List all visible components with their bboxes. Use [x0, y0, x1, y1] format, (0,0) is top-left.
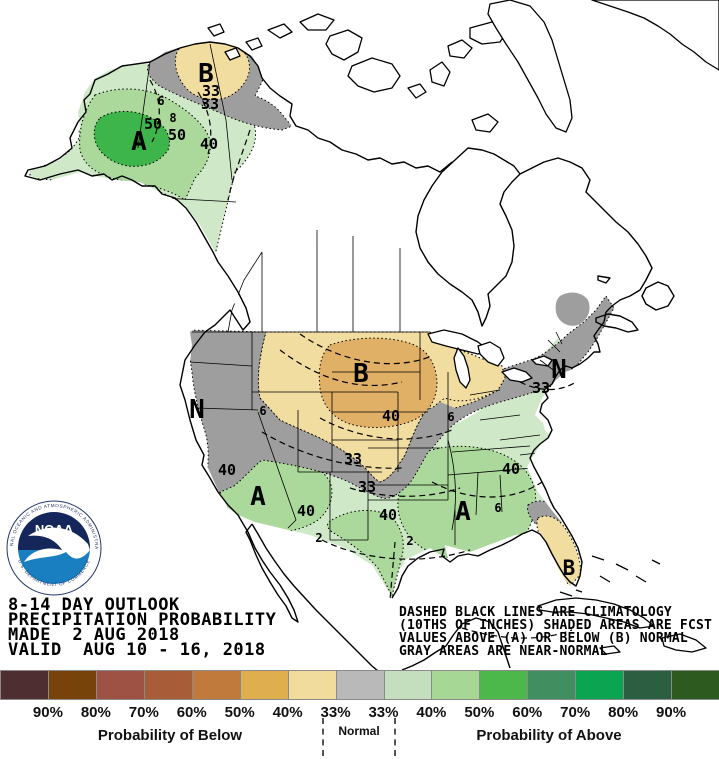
- normal-caption: Normal: [338, 724, 380, 738]
- state-borders: [137, 43, 563, 545]
- legend-threshold-label: 33%: [320, 704, 351, 721]
- arctic-islands: [207, 0, 719, 133]
- caribbean-islands: [537, 555, 707, 655]
- coastlines: [24, 41, 675, 670]
- legend-threshold-label: 60%: [512, 704, 543, 721]
- legend-threshold-label: 33%: [368, 704, 399, 721]
- legend-swatch-9: [431, 670, 481, 700]
- map-label-6: 6: [447, 410, 454, 424]
- map-label-6: 6: [259, 404, 266, 418]
- map-label-33: 33: [344, 450, 362, 468]
- legend-swatch-13: [623, 670, 673, 700]
- greenland: [591, 0, 719, 71]
- map-label-B: B: [353, 359, 369, 389]
- legend-swatch-5: [239, 670, 289, 700]
- legend-swatch-11: [527, 670, 577, 700]
- map-label-33: 33: [358, 478, 376, 496]
- region-below-plains-40: [318, 337, 438, 428]
- note-line2: (10THS OF INCHES) SHADED AREAS ARE FCST: [399, 618, 713, 633]
- legend-threshold-label: 40%: [272, 704, 303, 721]
- note-line3: VALUES ABOVE (A) OR BELOW (B) NORMAL: [399, 631, 688, 646]
- legend-swatch-7: [335, 670, 385, 700]
- legend-swatch-12: [575, 670, 625, 700]
- normal-right-divider: [394, 718, 396, 756]
- legend-threshold-label: 80%: [80, 704, 111, 721]
- map-label-33: 33: [202, 82, 220, 100]
- normal-left-divider: [322, 718, 324, 756]
- map-label-40: 40: [200, 135, 218, 153]
- map-label-40: 40: [297, 502, 315, 520]
- legend-threshold-label: 50%: [464, 704, 495, 721]
- region-below-florida: [536, 515, 581, 587]
- climatology-contours: [149, 79, 577, 639]
- map-label-B: B: [198, 59, 214, 89]
- map-label-33: 33: [201, 95, 219, 113]
- title-line4: VALID AUG 10 - 16, 2018: [8, 640, 266, 660]
- legend-swatch-3: [143, 670, 193, 700]
- legend-swatch-14: [671, 670, 719, 700]
- legend-threshold-label: 70%: [128, 704, 159, 721]
- noaa-logo-text: NOAA: [35, 522, 74, 537]
- great-lakes: [427, 329, 553, 389]
- noaa-logo: NOAA NATIONAL OCEANIC AND ATMOSPHERIC AD…: [6, 500, 102, 596]
- legend-threshold-label: 80%: [608, 704, 639, 721]
- map-label-A: A: [250, 482, 266, 512]
- map-label-2: 2: [406, 534, 413, 548]
- map-label-50: 50: [144, 115, 162, 133]
- map-label-N: N: [189, 395, 205, 425]
- note-line4: GRAY AREAS ARE NEAR-NORMAL: [399, 644, 608, 659]
- map-label-40: 40: [379, 506, 397, 524]
- map-label-40: 40: [382, 407, 400, 425]
- map-label-6: 6: [494, 501, 501, 515]
- map-label-6: 6: [157, 94, 164, 108]
- legend-swatch-10: [479, 670, 529, 700]
- legend-swatch-1: [47, 670, 97, 700]
- title-line3: MADE 2 AUG 2018: [8, 625, 180, 645]
- region-near-normal-maritimes: [555, 292, 590, 326]
- legend-swatch-0: [0, 670, 49, 700]
- map-label-40: 40: [218, 461, 236, 479]
- above-caption: Probability of Above: [476, 727, 622, 744]
- note-block: DASHED BLACK LINES ARE CLIMATOLOGY (10TH…: [399, 606, 712, 658]
- probability-colorbar: [0, 670, 719, 700]
- region-above-southwest-40: [219, 453, 333, 533]
- map-label-A: A: [131, 127, 147, 157]
- map-label-N: N: [551, 355, 567, 385]
- title-block: 8-14 DAY OUTLOOK PRECIPITATION PROBABILI…: [8, 595, 277, 660]
- title-line2: PRECIPITATION PROBABILITY: [8, 610, 277, 630]
- map-label-2: 2: [315, 531, 322, 545]
- map-label-8: 8: [169, 111, 176, 125]
- legend-threshold-label: 50%: [224, 704, 255, 721]
- legend-threshold-label: 90%: [32, 704, 63, 721]
- map-label-50: 50: [168, 126, 186, 144]
- map-label-A: A: [455, 497, 471, 527]
- region-above-southeast-40: [397, 445, 537, 560]
- legend-threshold-label: 90%: [656, 704, 687, 721]
- region-above-texas-40: [327, 510, 404, 597]
- map-label-40: 40: [502, 460, 520, 478]
- legend-swatch-8: [383, 670, 433, 700]
- note-line1: DASHED BLACK LINES ARE CLIMATOLOGY: [399, 605, 672, 620]
- map-label-B: B: [563, 556, 576, 580]
- legend-swatch-6: [287, 670, 337, 700]
- legend-swatch-4: [191, 670, 241, 700]
- map-label-33: 33: [532, 379, 550, 397]
- below-caption: Probability of Below: [97, 727, 243, 744]
- title-line1: 8-14 DAY OUTLOOK: [8, 595, 180, 615]
- legend-threshold-label: 70%: [560, 704, 591, 721]
- region-above-alaska-50: [93, 111, 170, 167]
- legend-swatch-2: [95, 670, 145, 700]
- legend-threshold-label: 60%: [176, 704, 207, 721]
- legend-threshold-label: 40%: [416, 704, 447, 721]
